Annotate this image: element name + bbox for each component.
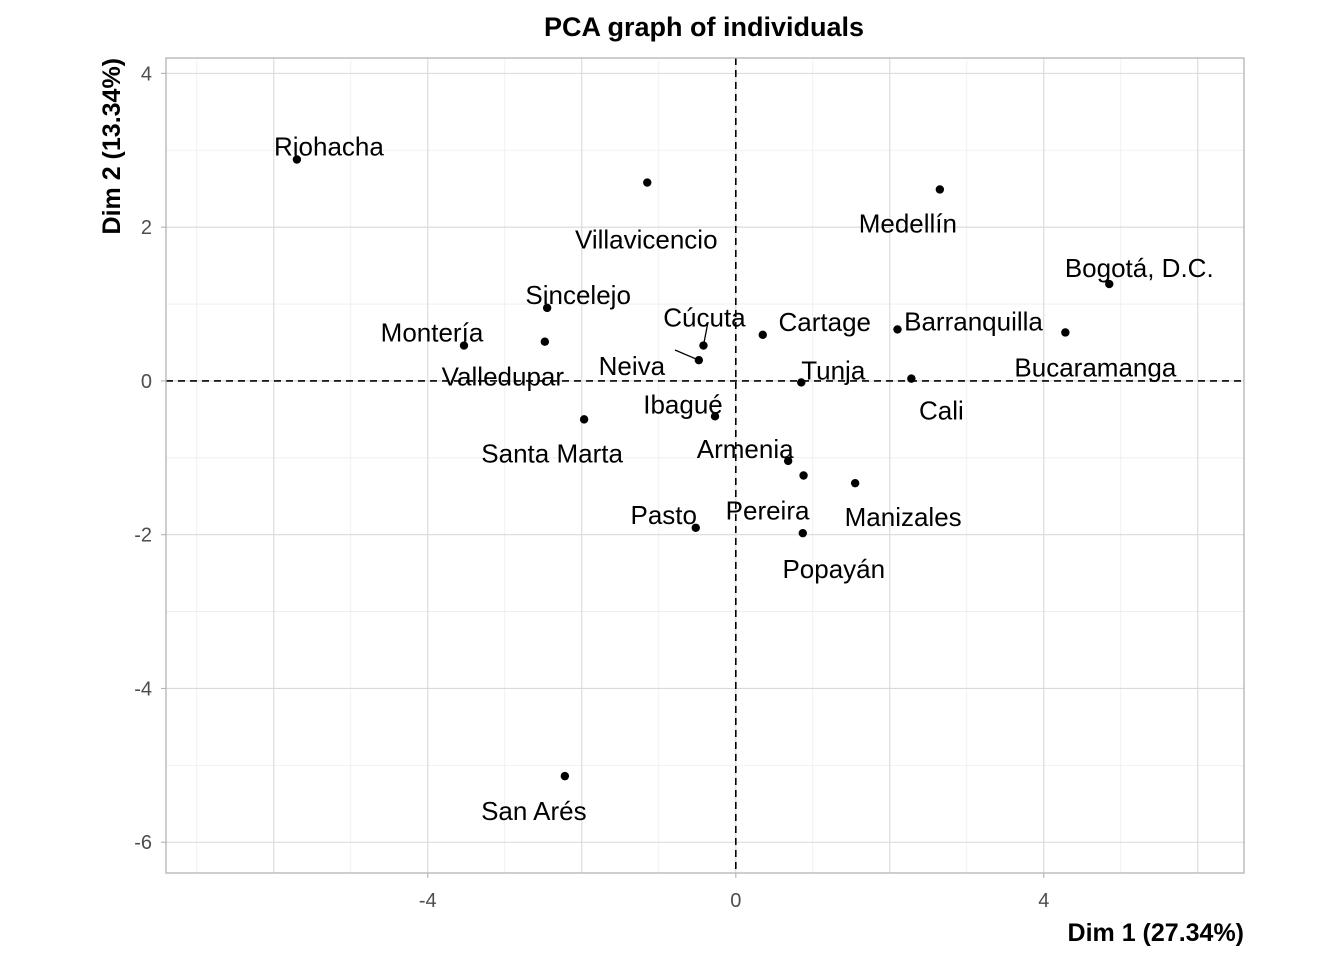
point-label: Medellín: [859, 208, 957, 238]
x-tick-label: 4: [1038, 890, 1049, 912]
data-point: [560, 771, 570, 781]
data-point: [292, 155, 302, 164]
data-point: [694, 355, 704, 365]
data-point: [710, 412, 720, 421]
data-point: [699, 341, 708, 350]
y-tick-label: 0: [141, 371, 152, 393]
point-label: Popayán: [782, 554, 885, 584]
minor-gridlines: [166, 58, 1244, 873]
data-point: [579, 415, 589, 424]
point-label: Pasto: [631, 500, 698, 530]
data-point: [935, 185, 945, 194]
y-tick-label: -2: [134, 525, 152, 547]
point-label: San Arés: [481, 796, 587, 826]
point-label: Cúcuta: [663, 303, 746, 333]
leader-line: [674, 349, 700, 361]
point-label: Riohacha: [274, 131, 384, 161]
point-label: Barranquilla: [904, 306, 1043, 336]
point-label: Villavicencio: [575, 225, 718, 255]
data-point: [783, 456, 793, 466]
point-label: Cartage: [779, 307, 872, 337]
point-label: Montería: [381, 318, 484, 348]
data-point: [459, 341, 469, 350]
data-point: [643, 178, 652, 187]
point-label: Armenia: [697, 434, 794, 464]
data-point: [893, 325, 902, 334]
plot-panel-border: [165, 57, 1245, 874]
y-tick-label: -6: [134, 832, 152, 854]
data-point: [799, 471, 808, 480]
zero-reference-lines: [166, 58, 1244, 873]
data-point: [542, 303, 552, 313]
data-point: [691, 523, 700, 532]
x-tick-label: -4: [419, 890, 437, 912]
data-point: [797, 378, 806, 387]
x-tick-label: 0: [730, 890, 741, 912]
point-label: Manizales: [845, 502, 962, 532]
y-axis-title: Dim 2 (13.34%): [98, 58, 126, 234]
data-point: [1061, 328, 1070, 337]
y-tick-label: 2: [141, 217, 152, 239]
point-label: Santa Marta: [481, 438, 623, 468]
chart-title: PCA graph of individuals: [544, 12, 864, 42]
point-label: Ibagué: [643, 389, 723, 419]
data-point: [758, 330, 767, 339]
point-labels: Riohacha Villavicencio Medellín Bogotá, D.C…: [274, 131, 1214, 826]
data-points: [292, 155, 1114, 781]
y-tick-label: -4: [134, 678, 152, 700]
point-label: Valledupar: [442, 362, 565, 392]
point-label: Bucaramanga: [1014, 352, 1176, 382]
point-label: Sincelejo: [525, 280, 631, 310]
point-label: Tunja: [801, 355, 866, 385]
data-point: [907, 374, 916, 383]
point-label: Pereira: [726, 495, 810, 525]
point-label: Bogotá, D.C.: [1065, 253, 1214, 283]
data-point: [850, 478, 860, 488]
axis-ticks: -4 0 4 4 2 0 -2 -4 -6: [134, 63, 1049, 912]
point-label: Neiva: [599, 351, 666, 381]
data-point: [798, 528, 807, 538]
point-label: Cali: [919, 396, 964, 426]
x-axis-title: Dim 1 (27.34%): [1068, 919, 1244, 947]
data-point: [1105, 279, 1114, 289]
major-gridlines: [166, 58, 1244, 873]
data-point: [540, 337, 550, 346]
y-tick-label: 4: [141, 63, 152, 85]
